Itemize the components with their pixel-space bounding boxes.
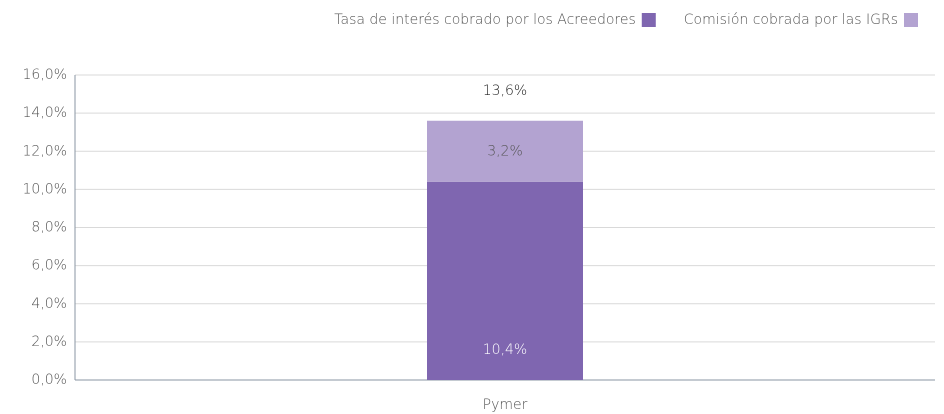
y-tick-label: 10,0% xyxy=(23,181,67,197)
y-tick-label: 2,0% xyxy=(31,334,67,350)
y-tick-label: 4,0% xyxy=(31,296,67,312)
y-tick-label: 12,0% xyxy=(23,143,67,159)
y-tick-label: 8,0% xyxy=(31,220,67,236)
legend-label: Tasa de interés cobrado por los Acreedor… xyxy=(334,12,636,28)
legend-label: Comisión cobrada por las IGRs xyxy=(684,12,898,28)
bar-segment xyxy=(427,181,583,380)
value-label: 10,4% xyxy=(483,342,527,358)
y-tick-label: 6,0% xyxy=(31,258,67,274)
value-label: 3,2% xyxy=(487,143,523,159)
legend-swatch xyxy=(641,13,656,27)
y-tick-label: 0,0% xyxy=(31,372,67,388)
bar-segment xyxy=(427,120,583,182)
legend-swatch xyxy=(904,13,918,27)
total-label: 13,6% xyxy=(483,83,527,99)
y-tick-label: 16,0% xyxy=(23,67,67,83)
x-tick-label: Pymer xyxy=(483,397,528,413)
y-tick-label: 14,0% xyxy=(23,105,67,121)
